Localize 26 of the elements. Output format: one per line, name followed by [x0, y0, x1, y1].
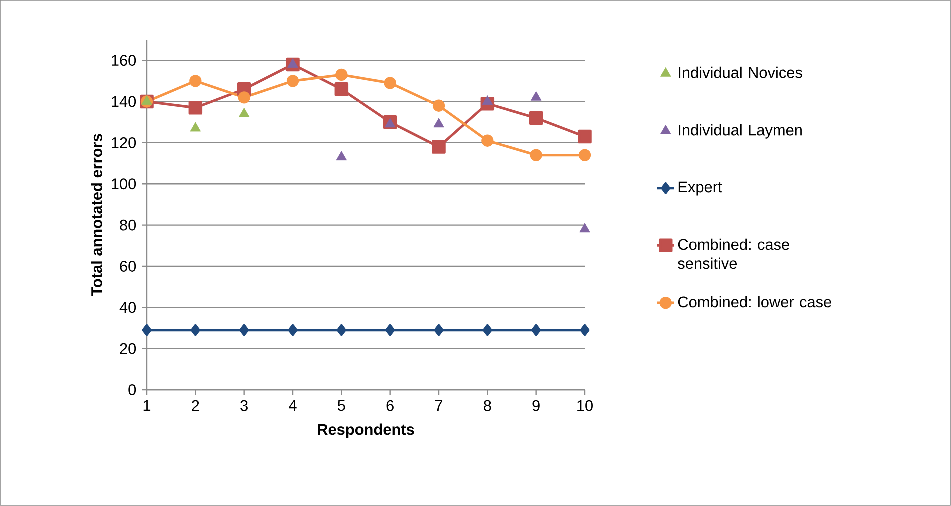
y-tick-label: 100	[112, 178, 136, 190]
x-tick-label: 7	[436, 400, 443, 411]
y-tick-label: 60	[120, 261, 136, 272]
y-tick-label: 140	[112, 96, 136, 108]
legend-label: Individual Laymen	[679, 124, 802, 139]
x-tick-label: 4	[289, 400, 297, 411]
y-axis-title: Total annotated errors	[91, 134, 102, 296]
legend-label: Combined: lower case	[678, 296, 832, 308]
x-tick-label: 1	[144, 400, 151, 411]
x-tick-label: 8	[484, 400, 492, 412]
x-tick-label: 3	[240, 400, 248, 412]
y-tick-label: 0	[128, 384, 136, 396]
y-tick-label: 20	[120, 343, 136, 354]
legend-label: Combined: case sensitive	[678, 238, 790, 270]
x-tick-label: 9	[532, 400, 540, 412]
x-tick-label: 2	[192, 400, 200, 412]
y-tick-label: 40	[120, 302, 136, 314]
x-tick-label: 6	[386, 400, 394, 412]
x-axis-title: Respondents	[318, 424, 414, 438]
legend-label: Individual Novices	[679, 66, 802, 78]
y-tick-label: 80	[120, 220, 136, 231]
x-tick-label: 5	[338, 400, 346, 412]
y-tick-label: 120	[112, 137, 136, 148]
legend-label: Expert	[678, 182, 722, 196]
y-tick-label: 160	[112, 55, 136, 66]
x-tick-label: 10	[578, 400, 593, 412]
